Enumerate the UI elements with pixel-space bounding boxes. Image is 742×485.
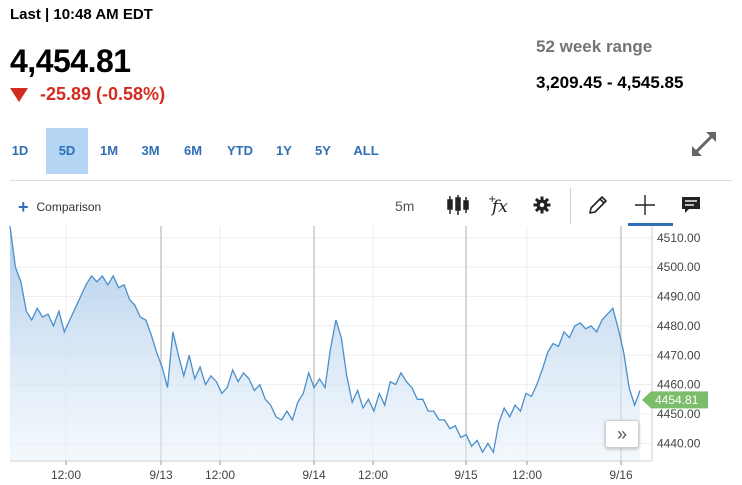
comment-icon[interactable] bbox=[678, 192, 704, 218]
y-tick-label: 4460.00 bbox=[657, 378, 701, 392]
comparison-label: Comparison bbox=[36, 200, 102, 214]
crosshair-icon[interactable] bbox=[632, 192, 658, 218]
function-fx-icon[interactable]: + fx bbox=[486, 192, 512, 218]
comparison-button[interactable]: + Comparison bbox=[18, 197, 102, 217]
candlestick-icon[interactable] bbox=[445, 192, 471, 218]
pencil-icon[interactable] bbox=[585, 192, 611, 218]
tab-1d[interactable]: 1D bbox=[11, 143, 29, 158]
expand-icon[interactable] bbox=[688, 128, 720, 160]
y-tick-label: 4440.00 bbox=[657, 436, 701, 450]
crosshair-active-indicator bbox=[628, 223, 673, 226]
tab-6m[interactable]: 6M bbox=[183, 143, 203, 158]
last-price: 4,454.81 bbox=[10, 43, 131, 79]
plus-icon: + bbox=[18, 197, 29, 217]
chevron-double-right-icon[interactable]: » bbox=[605, 420, 639, 448]
price-line bbox=[9, 226, 641, 454]
price-chart[interactable]: 4510.00 4500.00 4490.00 4480.00 4470.00 4460.… bbox=[0, 226, 742, 485]
tab-1y[interactable]: 1Y bbox=[276, 143, 292, 158]
y-tick-label: 4470.00 bbox=[657, 348, 701, 362]
x-tick-label: 9/15 bbox=[454, 468, 478, 482]
gear-icon[interactable] bbox=[529, 192, 555, 218]
y-tick-label: 4500.00 bbox=[657, 260, 701, 274]
y-tick-label: 4490.00 bbox=[657, 290, 701, 304]
52-week-range-label: 52 week range bbox=[536, 37, 653, 56]
section-divider bbox=[10, 180, 732, 181]
52-week-range-value: 3,209.45 - 4,545.85 bbox=[536, 73, 684, 92]
tab-all[interactable]: ALL bbox=[353, 143, 379, 158]
interval-selector[interactable]: 5m bbox=[395, 198, 415, 214]
tab-ytd[interactable]: YTD bbox=[227, 143, 253, 158]
price-area bbox=[10, 226, 640, 461]
x-tick-label: 12:00 bbox=[512, 468, 542, 482]
y-tick-label: 4480.00 bbox=[657, 319, 701, 333]
y-tick-label: 4510.00 bbox=[657, 231, 701, 245]
price-change-value: -25.89 (-0.58%) bbox=[40, 84, 166, 104]
tab-1m[interactable]: 1M bbox=[99, 143, 119, 158]
x-tick-label: 9/14 bbox=[302, 468, 326, 482]
svg-text:+: + bbox=[488, 194, 496, 205]
down-triangle-icon bbox=[10, 87, 28, 102]
current-price-badge: 4454.81 bbox=[642, 391, 708, 409]
x-tick-label: 12:00 bbox=[205, 468, 235, 482]
x-tick-label: 12:00 bbox=[358, 468, 388, 482]
y-tick-label: 4450.00 bbox=[657, 407, 701, 421]
tab-5d[interactable]: 5D bbox=[46, 128, 88, 174]
fx-label: fx bbox=[490, 197, 508, 217]
x-tick-label: 9/16 bbox=[609, 468, 633, 482]
tab-5y[interactable]: 5Y bbox=[315, 143, 331, 158]
time-range-tabs: 1D 5D 1M 3M 6M YTD 1Y 5Y ALL bbox=[0, 128, 389, 174]
tab-3m[interactable]: 3M bbox=[141, 143, 160, 158]
x-tick-label: 12:00 bbox=[51, 468, 81, 482]
x-tick-label: 9/13 bbox=[149, 468, 173, 482]
toolbar-divider bbox=[570, 188, 571, 224]
current-price-label: 4454.81 bbox=[655, 393, 699, 407]
last-updated-label: Last | 10:48 AM EDT bbox=[10, 6, 153, 23]
price-change: -25.89 (-0.58%) bbox=[10, 84, 165, 105]
